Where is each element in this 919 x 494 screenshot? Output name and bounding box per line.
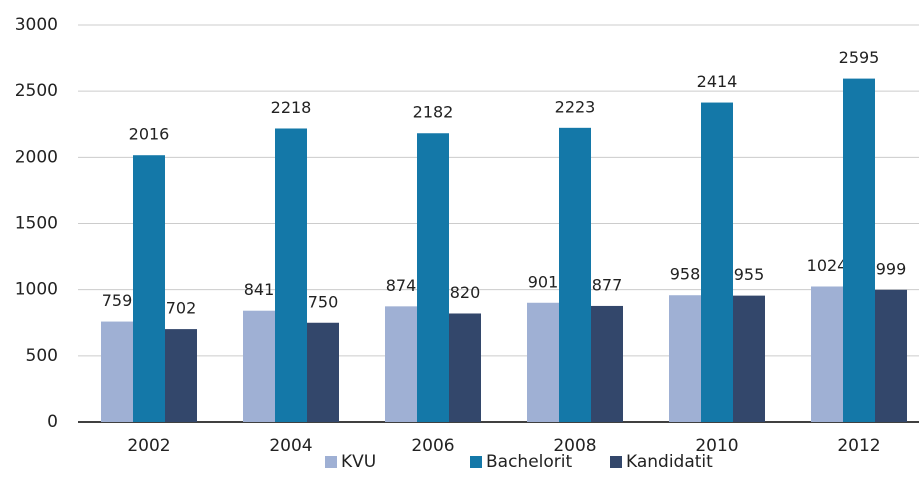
value-label: 2182	[413, 103, 454, 122]
bar	[701, 102, 733, 422]
bar	[527, 302, 559, 422]
bar	[843, 78, 875, 422]
bar	[733, 295, 765, 422]
value-label: 901	[528, 272, 559, 291]
y-tick-label: 2000	[15, 147, 58, 167]
value-label: 2218	[271, 98, 312, 117]
x-tick-label: 2012	[837, 436, 880, 456]
legend-swatch	[470, 456, 482, 468]
y-tick-label: 3000	[15, 15, 58, 35]
value-label: 955	[734, 265, 765, 284]
value-label: 958	[670, 265, 701, 284]
x-tick-label: 2010	[695, 436, 738, 456]
bar	[811, 286, 843, 422]
bar	[385, 306, 417, 422]
x-tick-label: 2002	[127, 436, 170, 456]
value-label: 2016	[129, 125, 170, 144]
bar	[875, 289, 907, 422]
legend-label: Kandidatit	[626, 452, 713, 472]
value-label: 2595	[839, 48, 880, 67]
bar	[417, 133, 449, 423]
bar	[591, 305, 623, 422]
legend-label: Bachelorit	[486, 452, 572, 472]
value-label: 702	[166, 299, 197, 318]
bar	[559, 127, 591, 422]
legend-swatch	[610, 456, 622, 468]
value-label: 874	[386, 276, 417, 295]
legend-swatch	[325, 456, 337, 468]
bar	[133, 155, 165, 422]
value-label: 841	[244, 280, 275, 299]
y-tick-label: 500	[26, 346, 58, 366]
x-tick-label: 2004	[269, 436, 312, 456]
bar	[101, 321, 133, 422]
value-label: 999	[876, 259, 907, 278]
y-tick-label: 1500	[15, 214, 58, 234]
x-tick-label: 2008	[553, 436, 596, 456]
bar	[243, 310, 275, 422]
value-label: 2414	[697, 72, 738, 91]
value-label: 877	[592, 275, 623, 294]
bar	[449, 313, 481, 422]
legend-label: KVU	[341, 452, 376, 472]
value-label: 1024	[807, 256, 848, 275]
value-label: 2223	[555, 97, 596, 116]
x-tick-label: 2006	[411, 436, 454, 456]
bar	[165, 329, 197, 422]
bar	[307, 322, 339, 422]
bar	[669, 295, 701, 422]
value-label: 820	[450, 283, 481, 302]
value-label: 759	[102, 291, 133, 310]
bar	[275, 128, 307, 422]
y-tick-label: 1000	[15, 280, 58, 300]
y-tick-label: 0	[47, 412, 58, 432]
y-tick-label: 2500	[15, 81, 58, 101]
value-label: 750	[308, 292, 339, 311]
